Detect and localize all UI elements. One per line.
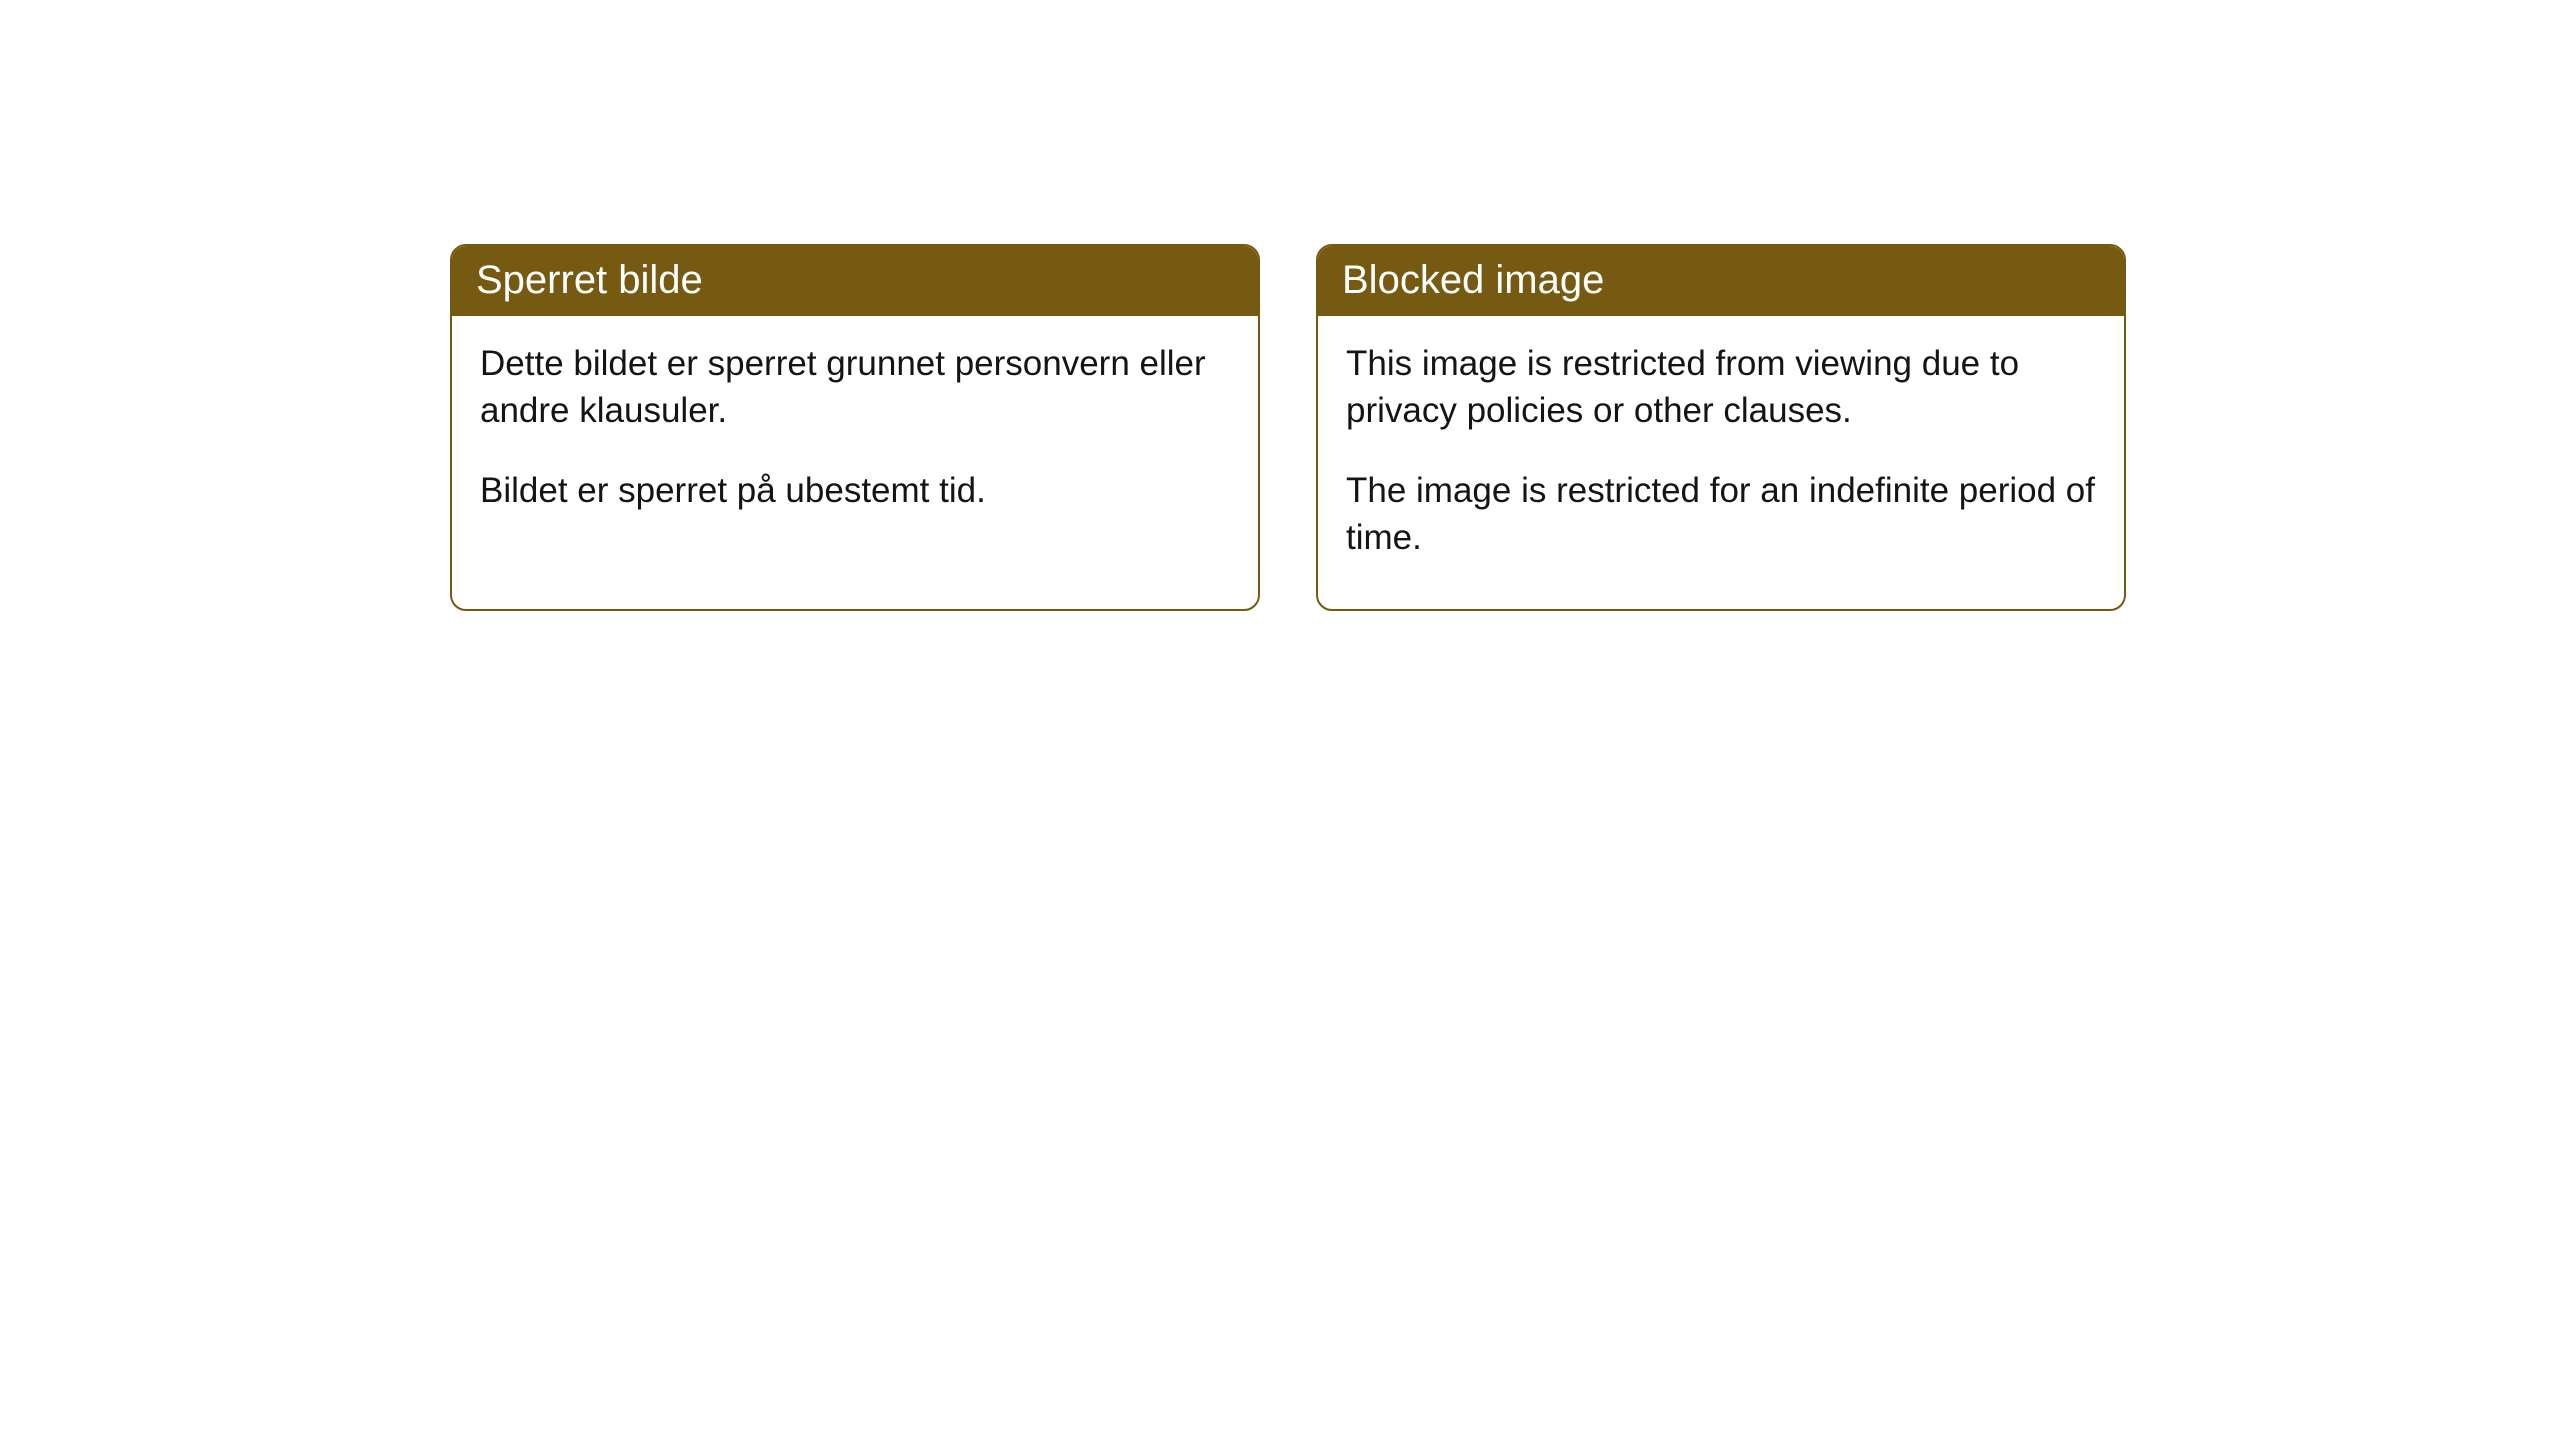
card-paragraph: This image is restricted from viewing du… bbox=[1346, 340, 2096, 435]
card-paragraph: Bildet er sperret på ubestemt tid. bbox=[480, 467, 1230, 514]
card-paragraph: The image is restricted for an indefinit… bbox=[1346, 467, 2096, 562]
blocked-image-card-english: Blocked image This image is restricted f… bbox=[1316, 244, 2126, 611]
card-paragraph: Dette bildet er sperret grunnet personve… bbox=[480, 340, 1230, 435]
cards-container: Sperret bilde Dette bildet er sperret gr… bbox=[0, 0, 2560, 611]
card-title: Sperret bilde bbox=[452, 246, 1258, 316]
card-body: Dette bildet er sperret grunnet personve… bbox=[452, 316, 1258, 562]
card-body: This image is restricted from viewing du… bbox=[1318, 316, 2124, 609]
card-title: Blocked image bbox=[1318, 246, 2124, 316]
blocked-image-card-norwegian: Sperret bilde Dette bildet er sperret gr… bbox=[450, 244, 1260, 611]
